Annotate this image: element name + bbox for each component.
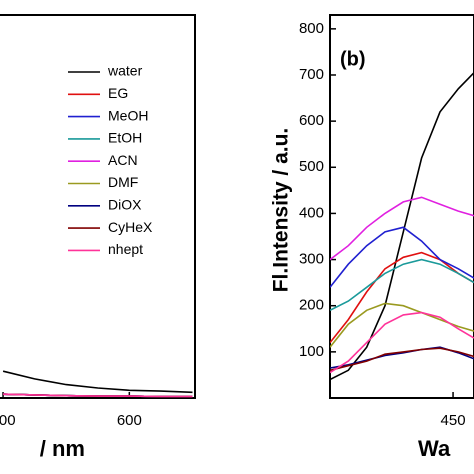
legend-label: DMF <box>108 174 138 190</box>
legend-label: MeOH <box>108 107 148 123</box>
series-line <box>330 311 474 374</box>
panel-label: (b) <box>340 48 366 70</box>
plot-frame <box>0 14 196 399</box>
x-tick-label: 600 <box>117 412 142 429</box>
y-axis-label: Fl.Intensity / a.u. <box>270 128 293 293</box>
legend-label: EtOH <box>108 130 142 146</box>
series-line <box>330 226 474 288</box>
legend-label: CyHeX <box>108 219 153 235</box>
series-line <box>330 72 474 381</box>
series-line <box>2 370 193 394</box>
series-line <box>330 347 474 372</box>
x-tick-label: 450 <box>441 412 466 429</box>
x-axis-label: / nm <box>40 436 85 461</box>
y-tick-label: 100 <box>299 343 324 360</box>
y-tick-label: 500 <box>299 158 324 175</box>
legend-label: nhept <box>108 241 143 257</box>
y-tick-label: 800 <box>299 20 324 37</box>
legend-label: water <box>107 63 143 79</box>
series-line <box>330 196 474 261</box>
y-tick-label: 400 <box>299 204 324 221</box>
y-tick-label: 600 <box>299 112 324 129</box>
legend-label: EG <box>108 85 128 101</box>
y-tick-label: 700 <box>299 66 324 83</box>
series-line <box>330 258 474 312</box>
series-line <box>3 393 193 398</box>
legend-label: DiOX <box>108 197 142 213</box>
legend-label: ACN <box>108 152 138 168</box>
series-line <box>330 251 474 344</box>
x-axis-label: Wa <box>418 436 451 461</box>
plot-frame <box>329 14 474 399</box>
y-tick-label: 300 <box>299 251 324 268</box>
y-tick-label: 200 <box>299 297 324 314</box>
x-tick-label: 400 <box>0 412 16 429</box>
